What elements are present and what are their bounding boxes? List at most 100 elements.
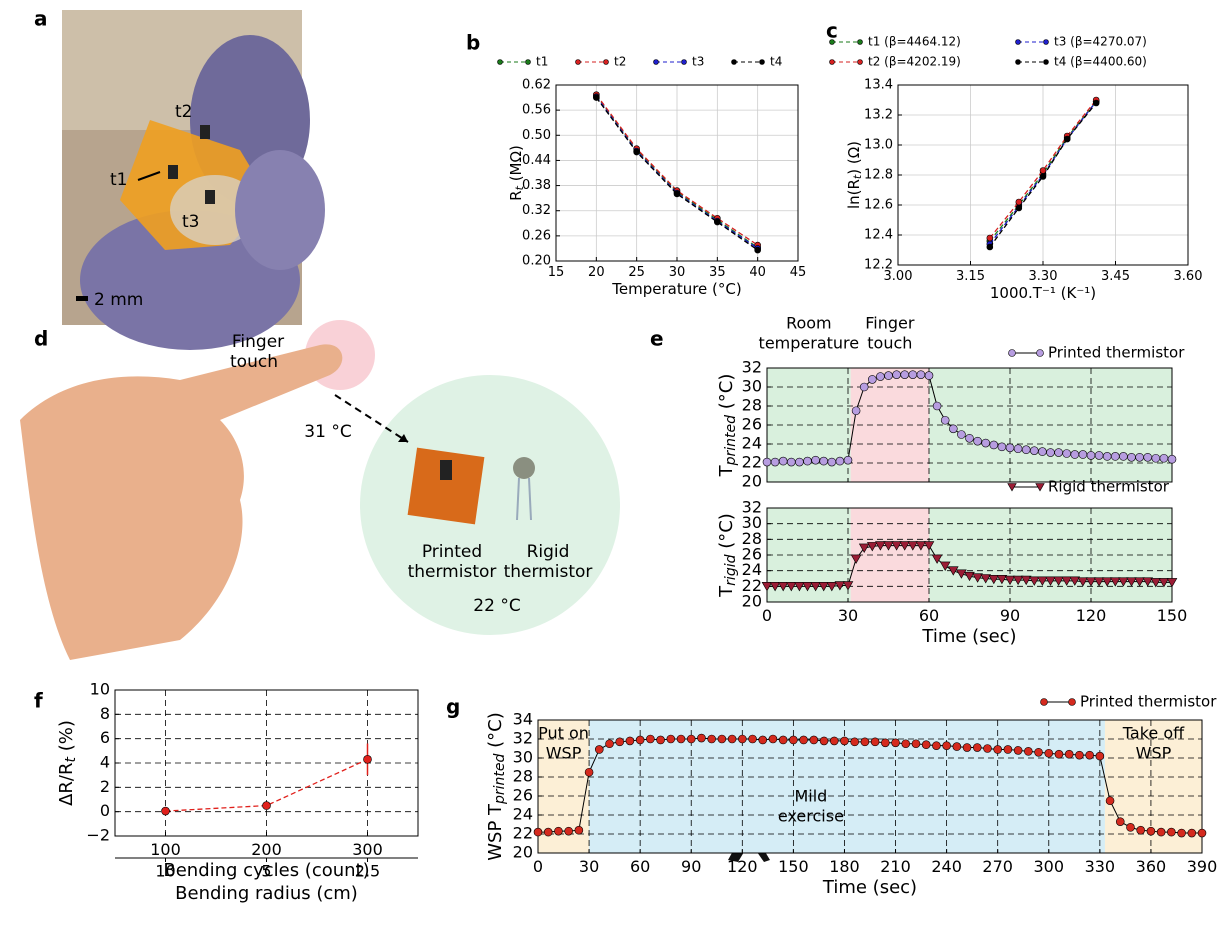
marker (866, 542, 878, 552)
x-tick-label: 120 (1076, 606, 1107, 625)
marker (748, 734, 757, 744)
marker (1078, 450, 1088, 459)
y-label-part: ln(R (845, 179, 863, 209)
marker (1045, 576, 1056, 586)
marker (1156, 827, 1166, 837)
marker (857, 59, 863, 65)
plot-frame (897, 84, 1189, 266)
marker (826, 582, 838, 592)
marker (656, 735, 665, 745)
legend-label: t4 (770, 55, 782, 69)
region-label: exercise (778, 807, 844, 826)
marker (891, 738, 900, 748)
marker (575, 59, 581, 65)
marker (161, 806, 170, 816)
y-tick-label: 12.4 (864, 228, 893, 243)
marker (989, 440, 999, 450)
x2-tick-label: 10 (155, 862, 175, 881)
y-label-sub: printed (723, 415, 739, 467)
marker (681, 59, 687, 65)
x-tick-label: 210 (880, 857, 911, 876)
x-tick-label: 300 (352, 840, 383, 859)
marker (754, 246, 761, 254)
y-tick-label: 22 (742, 576, 762, 595)
marker (262, 801, 271, 810)
marker (1040, 698, 1048, 706)
marker (993, 745, 1002, 754)
marker (1085, 750, 1094, 760)
marker (884, 371, 893, 380)
marker (850, 554, 862, 564)
marker (789, 735, 798, 745)
marker (786, 457, 796, 467)
y-tick-label: 0.32 (522, 203, 551, 218)
marker (1062, 449, 1071, 458)
temperature-label: 31 °C (304, 422, 351, 442)
marker (908, 370, 918, 379)
marker (727, 734, 737, 744)
marker (986, 234, 994, 242)
marker (554, 826, 563, 836)
photo-label: t2 (175, 102, 192, 122)
marker (802, 582, 813, 592)
marker (1030, 446, 1039, 455)
region-label: WSP (546, 744, 582, 763)
region-label: temperature (759, 334, 860, 353)
x2-axis-label: Bending radius (cm) (175, 883, 358, 904)
marker (762, 457, 772, 467)
x-tick-label: 390 (1187, 857, 1218, 876)
marker (819, 736, 829, 746)
y-label-sub: t (851, 174, 864, 179)
y-tick-label: 13.2 (864, 108, 893, 123)
marker (972, 743, 982, 752)
marker (1015, 59, 1021, 65)
legend-label: Printed thermistor (1048, 344, 1185, 362)
marker (1024, 747, 1033, 756)
marker (809, 735, 819, 745)
legend-label: Printed thermistor (1080, 693, 1217, 711)
x-tick-label: 30 (669, 265, 686, 280)
marker (1118, 577, 1129, 587)
marker (907, 541, 919, 551)
x-tick-label: 150 (778, 857, 809, 876)
panel-label: a (34, 7, 48, 31)
y-tick-label: 12.8 (864, 168, 893, 183)
y-label-sub: printed (492, 753, 508, 805)
y-tick-label: 8 (100, 704, 110, 723)
legend-label: t2 (β=4202.19) (868, 55, 961, 69)
y-label-part: R (507, 190, 525, 200)
photo-label: t1 (110, 170, 127, 190)
marker (1003, 745, 1013, 754)
y-tick-label: 22 (742, 453, 762, 472)
y-tick-label: 0.20 (522, 254, 551, 269)
marker (881, 738, 890, 748)
photo-label: Rigid (527, 542, 570, 562)
y-axis-label: ln(Rt) (Ω) (845, 141, 865, 209)
photo-d (20, 320, 620, 660)
marker (948, 424, 958, 434)
marker (686, 734, 696, 744)
legend-label: t1 (β=4464.12) (868, 35, 961, 49)
marker (714, 218, 721, 226)
marker (980, 574, 992, 584)
series-line (165, 758, 368, 812)
y-tick-label: 0.38 (522, 178, 551, 193)
marker (973, 436, 982, 446)
marker (758, 735, 768, 745)
marker (1068, 698, 1076, 706)
x-axis-label: Bending cycles (count) (163, 860, 369, 881)
marker (1159, 453, 1169, 463)
marker (625, 736, 635, 746)
photo-label: thermistor (504, 562, 593, 582)
marker (851, 406, 861, 416)
y-tick-label: 0.50 (522, 128, 551, 143)
marker (916, 370, 926, 379)
y-tick-label: 13.0 (864, 138, 893, 153)
marker (1142, 577, 1154, 587)
marker (1135, 452, 1144, 462)
y-axis-label: Tprinted (°C) (716, 374, 739, 478)
y-tick-label: 24 (742, 434, 762, 453)
region-label: WSP (1136, 744, 1172, 763)
y-tick-label: 2 (100, 777, 110, 796)
marker (1075, 750, 1084, 760)
